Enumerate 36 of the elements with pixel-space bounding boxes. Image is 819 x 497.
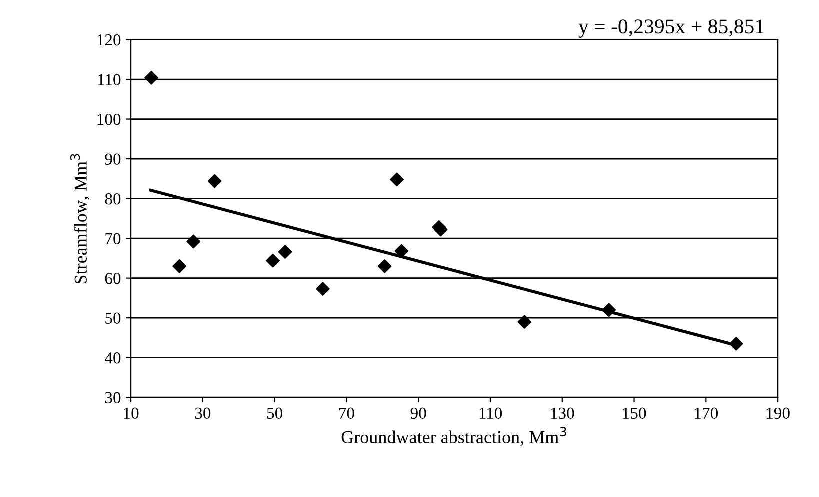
y-tick-label: 110 xyxy=(98,74,121,86)
point xyxy=(144,71,158,85)
x-tick-label: 150 xyxy=(623,408,646,420)
y-tick-label: 40 xyxy=(104,352,121,364)
y-tick-label: 100 xyxy=(98,114,121,126)
x-tick-label: 130 xyxy=(551,408,574,420)
y-tick-label: 80 xyxy=(105,194,121,205)
x-tick-label: 70 xyxy=(339,408,354,420)
point xyxy=(390,172,404,187)
y-tick-label: 60 xyxy=(105,273,121,284)
x-axis-title: Groundwater abstraction, Mm$^{3}$ xyxy=(342,427,566,446)
point xyxy=(172,259,186,274)
x-tick-label: 170 xyxy=(695,408,718,420)
text: y = -0,2395x + 85,851 xyxy=(578,20,764,38)
y-tick-label: 90 xyxy=(105,154,121,165)
y-axis-title: Streamflow, Mm$^{3}$ xyxy=(70,154,90,284)
x-tick-label: 190 xyxy=(767,408,790,420)
x-tick-label: 50 xyxy=(267,408,283,420)
point xyxy=(729,337,744,351)
x-tick-label: 30 xyxy=(195,408,211,420)
point xyxy=(186,234,200,249)
x-tick-label: 10 xyxy=(124,408,139,420)
point xyxy=(316,282,330,296)
point xyxy=(266,254,280,268)
point xyxy=(602,303,616,318)
y-tick-label: 50 xyxy=(106,312,121,324)
point xyxy=(278,245,292,259)
point xyxy=(208,174,222,188)
x-tick-label: 90 xyxy=(410,408,426,420)
x-tick-label: 110 xyxy=(480,408,502,420)
y-tick-label: 30 xyxy=(105,392,121,404)
point xyxy=(518,315,532,329)
point xyxy=(394,244,409,258)
y-tick-label: 70 xyxy=(106,233,121,245)
point xyxy=(378,259,392,274)
y-tick-label: 120 xyxy=(98,34,121,46)
